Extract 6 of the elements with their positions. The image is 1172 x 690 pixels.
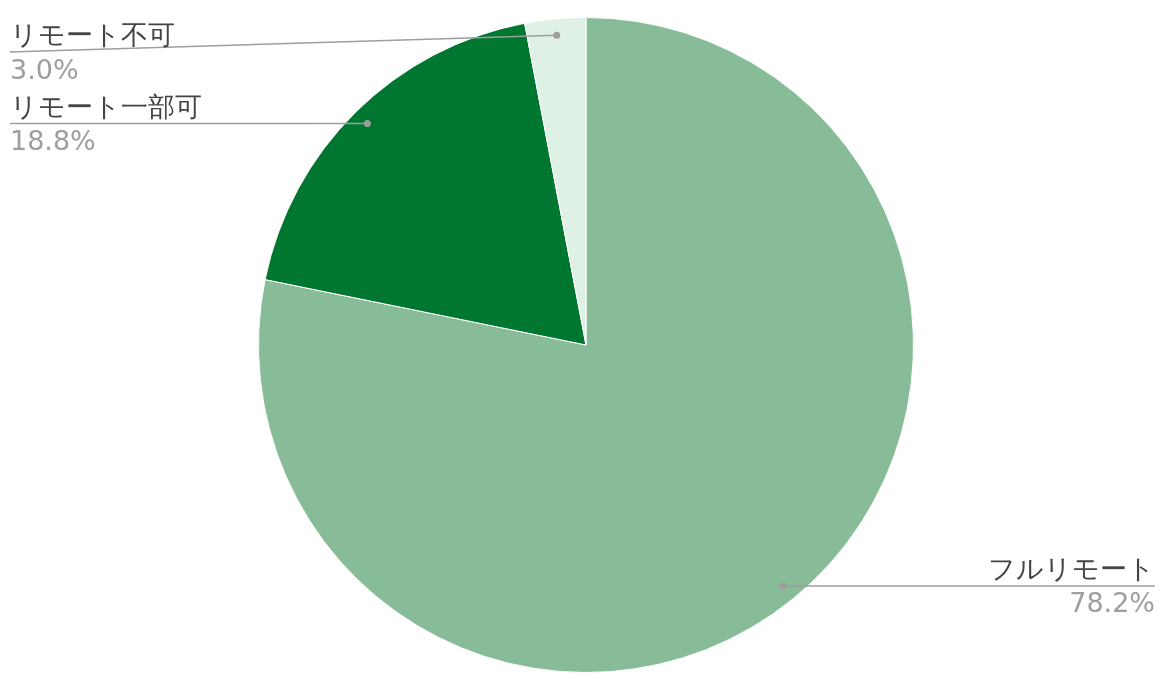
slice-label: リモート一部可 bbox=[10, 90, 202, 122]
data-label: 3.0% bbox=[10, 53, 79, 85]
data-label: 78.2% bbox=[1069, 587, 1155, 619]
slice-label: リモート不可 bbox=[10, 19, 175, 50]
data-label: 18.8% bbox=[10, 125, 96, 157]
slice-label: フルリモート bbox=[988, 552, 1155, 584]
